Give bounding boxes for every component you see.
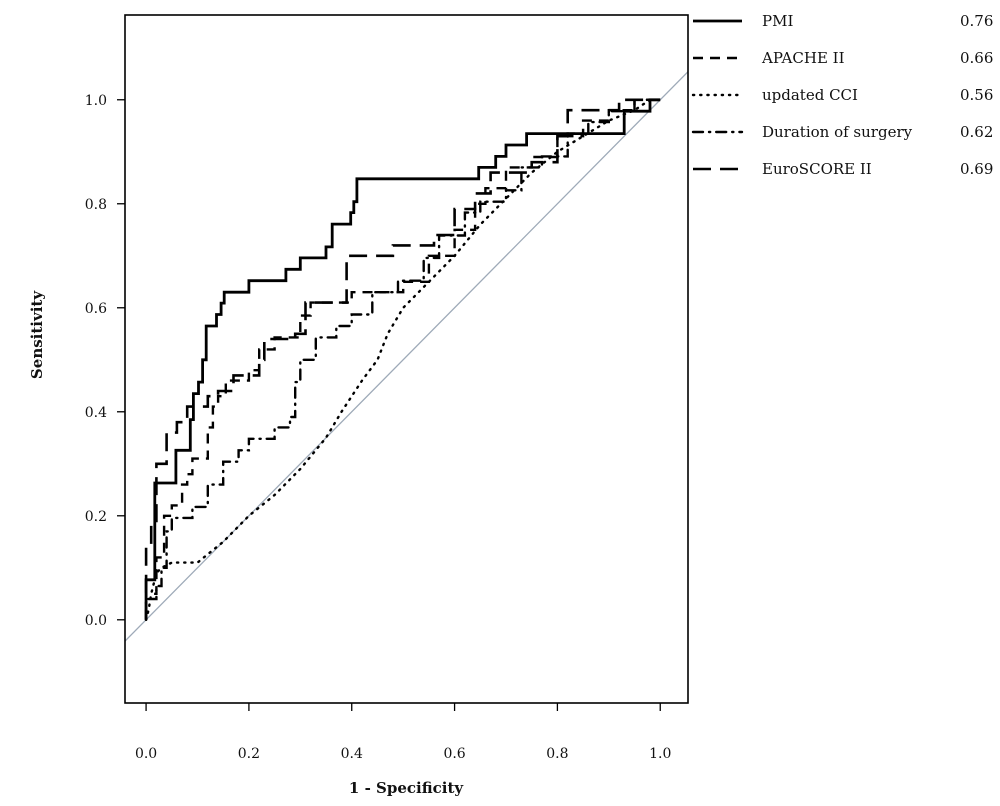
- legend-item-euroscore-ii: EuroSCORE II 0.69: [693, 160, 993, 178]
- x-tick-label: 0.8: [546, 746, 568, 762]
- y-axis: 0.0 0.2 0.4 0.6 0.8 1.0: [85, 93, 125, 629]
- legend-value: 0.76: [960, 12, 993, 30]
- legend-item-pmi: PMI 0.76: [693, 12, 993, 30]
- legend-series-name: APACHE II: [761, 49, 845, 67]
- legend-item-updated-cci: updated CCI 0.56: [691, 86, 993, 104]
- y-tick-label: 0.4: [85, 405, 107, 421]
- legend-value: 0.69: [960, 160, 993, 178]
- plot-frame: [124, 14, 689, 704]
- x-tick-label: 0.2: [238, 746, 260, 762]
- y-tick-label: 0.8: [85, 197, 107, 213]
- series-updated-cci-curve: [144, 98, 662, 621]
- x-axis: 0.0 0.2 0.4 0.6 0.8 1.0: [135, 703, 671, 762]
- reference-diagonal-line: [125, 71, 688, 642]
- x-tick-label: 0.6: [443, 746, 465, 762]
- x-axis-title: 1 - Specificity: [349, 779, 464, 797]
- y-tick-label: 1.0: [85, 93, 107, 109]
- series-duration-of-surgery-curve: [144, 98, 662, 621]
- y-tick-label: 0.6: [85, 301, 107, 317]
- x-tick-label: 1.0: [649, 746, 671, 762]
- legend-item-duration-of-surgery: Duration of surgery 0.62: [691, 123, 993, 141]
- legend-series-name: PMI: [762, 12, 793, 30]
- y-tick-label: 0.0: [85, 613, 107, 629]
- legend-series-name: Duration of surgery: [762, 123, 913, 141]
- series-euroscore-ii-curve: [144, 98, 661, 620]
- y-tick-label: 0.2: [85, 509, 107, 525]
- legend-value: 0.66: [960, 49, 993, 67]
- series-apache-ii-curve: [144, 98, 661, 620]
- legend-value: 0.62: [960, 123, 993, 141]
- x-tick-label: 0.4: [341, 746, 363, 762]
- legend-value: 0.56: [960, 86, 993, 104]
- legend-series-name: updated CCI: [762, 86, 858, 104]
- series-pmi-curve: [144, 98, 661, 620]
- plot-area: [125, 71, 688, 642]
- x-tick-label: 0.0: [135, 746, 157, 762]
- legend: PMI 0.76 APACHE II 0.66 updated CCI 0.56 Durat…: [691, 12, 993, 178]
- y-axis-title: Sensitivity: [28, 290, 46, 379]
- legend-series-name: EuroSCORE II: [762, 160, 872, 178]
- legend-item-apache-ii: APACHE II 0.66: [693, 49, 993, 67]
